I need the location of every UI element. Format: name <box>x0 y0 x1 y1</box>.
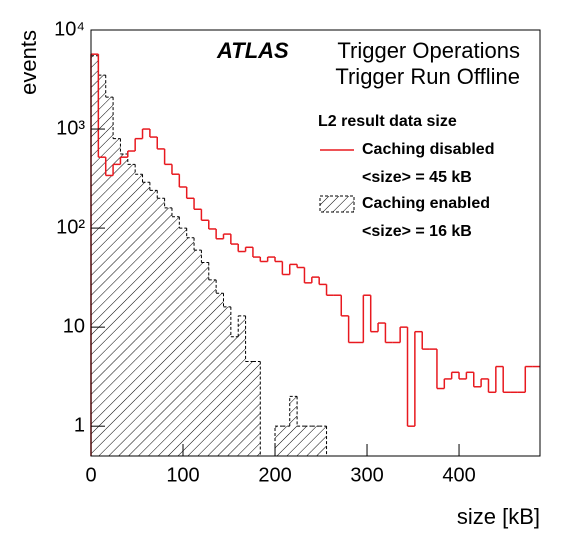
legend-note: <size> = 16 kB <box>362 223 472 240</box>
subtitle: Trigger Run Offline <box>335 64 520 89</box>
y-tick-label: 10⁴ <box>54 18 85 40</box>
hist-bar <box>120 153 128 457</box>
y-tick-label: 10² <box>56 216 85 238</box>
hist-bar <box>171 216 180 456</box>
plot-marks <box>90 53 540 457</box>
hist-bar <box>275 426 283 456</box>
legend-note: <size> = 45 kB <box>362 169 472 186</box>
y-tick-label: 1 <box>74 414 85 436</box>
hist-bar <box>230 336 239 456</box>
hist-bar <box>201 262 209 456</box>
hist-bar <box>135 174 143 457</box>
hist-bar <box>252 361 261 456</box>
x-axis-label: size [kB] <box>457 504 540 529</box>
legend-title: L2 result data size <box>318 113 457 130</box>
hist-bar <box>245 361 253 456</box>
hist-bar <box>164 207 172 456</box>
legend-label: Caching enabled <box>362 195 490 212</box>
hist-bar <box>186 237 195 456</box>
hist-bar <box>149 190 158 457</box>
hist-bar <box>282 426 290 456</box>
hist-bar <box>91 55 99 456</box>
hist-bar <box>98 75 106 456</box>
hist-bar <box>238 315 246 456</box>
hist-bar <box>216 293 224 456</box>
legend-swatch <box>319 195 355 213</box>
y-tick-label: 10³ <box>56 117 85 139</box>
hist-bar <box>297 426 305 456</box>
x-tick-label: 400 <box>442 464 475 486</box>
x-tick-label: 0 <box>85 464 96 486</box>
hist-bar <box>311 426 320 456</box>
hist-bar <box>142 182 150 456</box>
hist-bar <box>319 426 327 456</box>
title: Trigger Operations <box>337 38 520 63</box>
hist-bar <box>289 396 298 456</box>
hist-bar <box>127 164 136 456</box>
x-tick-label: 200 <box>258 464 291 486</box>
hist-bar <box>304 426 312 456</box>
x-tick-label: 300 <box>350 464 383 486</box>
hist-bar <box>223 306 231 456</box>
legend-label: Caching disabled <box>362 141 494 158</box>
x-tick-label: 100 <box>166 464 199 486</box>
hist-bar <box>208 279 217 456</box>
frame <box>90 29 541 457</box>
hist-bar <box>105 97 114 456</box>
hist-bar <box>113 138 121 456</box>
hist-bar <box>157 198 165 457</box>
experiment-label: ATLAS <box>216 38 289 63</box>
y-tick-label: 10 <box>63 315 85 337</box>
hist-bar <box>179 228 187 456</box>
y-axis-label: events <box>16 30 41 95</box>
hist-bar <box>194 250 202 456</box>
